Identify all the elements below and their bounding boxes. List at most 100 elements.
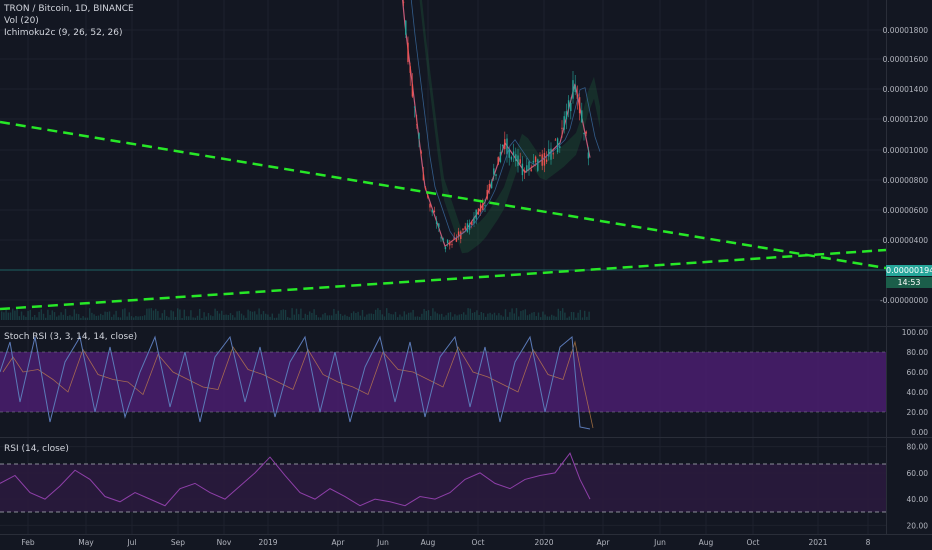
candle-body <box>484 204 486 206</box>
volume-bar <box>146 308 148 320</box>
volume-legend[interactable]: Vol (20) <box>4 16 39 26</box>
volume-bar <box>300 308 302 320</box>
candle-body <box>517 155 519 166</box>
candle-body <box>519 159 521 164</box>
volume-bar <box>282 309 284 320</box>
time-axis[interactable]: Feb May Jul Sep Nov 2019 Apr Jun Aug Oct 2020 Apr Ju… <box>21 538 870 547</box>
volume-bar <box>161 313 163 320</box>
stoch-axis[interactable]: 100.00 80.00 60.00 40.00 20.00 0.00 <box>902 328 928 437</box>
candle-body <box>585 131 587 134</box>
volume-bar <box>141 316 144 320</box>
volume-bar <box>38 311 40 320</box>
volume-bar <box>504 309 507 320</box>
symbol-title[interactable]: TRON / Bitcoin, 1D, BINANCE <box>4 4 134 14</box>
volume-bar <box>137 316 139 320</box>
volume-bar <box>430 315 432 320</box>
volume-bar <box>47 309 49 320</box>
volume-bar <box>500 315 502 320</box>
volume-bar <box>115 310 117 320</box>
time-tick-label: Sep <box>171 538 185 547</box>
volume-bar <box>399 314 401 320</box>
volume-bar <box>546 316 548 320</box>
time-tick-label: 2021 <box>808 538 827 547</box>
volume-bar <box>117 317 119 320</box>
rsi-line <box>0 452 591 507</box>
volume-bar <box>410 312 412 320</box>
candle-body <box>418 133 420 139</box>
volume-bar <box>537 312 540 320</box>
stoch-tick-label: 60.00 <box>907 368 929 377</box>
volume-bar <box>31 316 34 320</box>
stoch-rsi-label[interactable]: Stoch RSI (3, 3, 14, 14, close) <box>4 332 138 342</box>
volume-bar <box>150 308 152 320</box>
volume-bar <box>478 314 480 320</box>
volume-bar <box>172 311 174 320</box>
volume-bar <box>313 309 315 320</box>
volume-bar <box>317 317 320 320</box>
volume-bar <box>152 310 155 320</box>
rsi-label[interactable]: RSI (14, close) <box>4 444 69 454</box>
volume-bar <box>575 317 577 320</box>
rsi-axis[interactable]: 80.00 60.00 40.00 20.00 <box>907 443 929 531</box>
volume-bar <box>467 308 469 320</box>
volume-bar <box>465 314 467 320</box>
volume-bar <box>509 312 511 320</box>
volume-bar <box>7 312 9 320</box>
volume-bar <box>513 313 515 320</box>
volume-bar <box>551 314 553 320</box>
candle-body <box>422 174 425 181</box>
volume-bar <box>423 308 425 320</box>
volume-bar <box>584 310 586 320</box>
time-tick-label: Oct <box>747 538 760 547</box>
candle-body <box>446 240 449 243</box>
volume-bar <box>216 310 218 320</box>
volume-bar <box>460 314 463 320</box>
volume-bar <box>29 309 31 320</box>
volume-bar <box>205 316 207 320</box>
volume-bar <box>372 314 375 320</box>
volume-bar <box>326 315 328 320</box>
candle-body <box>554 139 557 141</box>
price-tick-label: 0.00001000 <box>883 146 929 155</box>
volume-bar <box>14 310 16 320</box>
price-axis[interactable]: 0.00001800 0.00001600 0.00001400 0.00001200… <box>880 26 928 305</box>
volume-bar <box>291 308 293 320</box>
time-tick-label: 2019 <box>258 538 277 547</box>
time-tick-label: Aug <box>699 538 714 547</box>
volume-bar <box>456 315 458 320</box>
candle-body <box>493 168 495 175</box>
volume-bar <box>122 309 124 320</box>
time-tick-label: Jun <box>376 538 389 547</box>
volume-bar <box>293 314 295 320</box>
volume-bar <box>27 311 29 320</box>
volume-bar <box>511 308 513 320</box>
candle-body <box>561 127 563 129</box>
candle-body <box>552 153 554 155</box>
volume-bar <box>328 315 331 320</box>
volume-bar <box>342 315 344 320</box>
volume-bar <box>287 317 289 320</box>
volume-bar <box>269 316 271 320</box>
volume-bar <box>203 312 205 320</box>
volume-bar <box>529 314 531 320</box>
candle-body <box>565 111 568 120</box>
volume-bar <box>586 316 588 320</box>
volume-bar <box>53 312 56 320</box>
volume-bar <box>71 316 73 320</box>
volume-bar <box>555 316 557 320</box>
volume-bar <box>86 317 89 320</box>
volume-bar <box>421 313 423 320</box>
volume-bar <box>106 311 108 320</box>
volume-bar <box>346 316 348 320</box>
candle-body <box>405 20 407 35</box>
candle-body <box>578 97 581 114</box>
volume-bar <box>102 315 104 320</box>
price-tick-label: 0.00001400 <box>883 85 929 94</box>
time-tick-label: Jun <box>653 538 666 547</box>
volume-bar <box>394 311 397 320</box>
volume-bar <box>447 312 449 320</box>
volume-bar <box>238 310 240 320</box>
volume-bar <box>401 316 403 320</box>
ichimoku-legend[interactable]: Ichimoku2c (9, 26, 52, 26) <box>4 28 123 38</box>
